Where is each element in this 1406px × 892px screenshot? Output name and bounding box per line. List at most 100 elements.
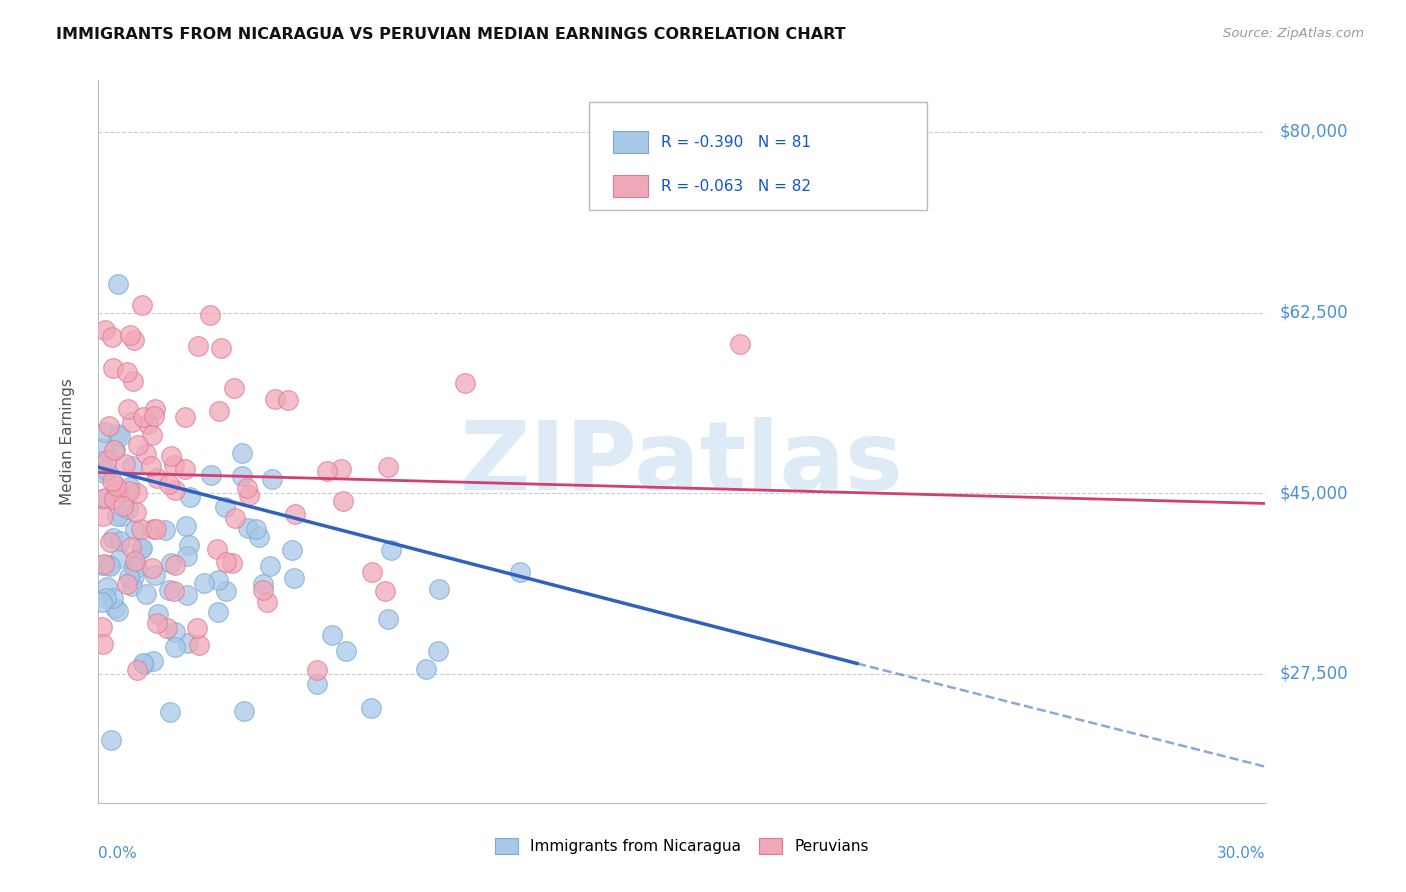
Point [174, 518, 197, 533]
Point [142, 522, 165, 536]
Point [145, 522, 167, 536]
Point [315, 464, 337, 478]
Point [209, 341, 232, 355]
Point [100, 733, 122, 747]
Point [163, 458, 186, 472]
Point [124, 523, 146, 537]
Point [200, 468, 222, 483]
Point [176, 588, 198, 602]
Point [157, 477, 180, 491]
Point [728, 337, 751, 351]
Point [332, 493, 354, 508]
Point [141, 428, 163, 442]
Point [132, 409, 155, 424]
Text: $62,500: $62,500 [1279, 303, 1348, 321]
Y-axis label: Median Earnings: Median Earnings [60, 378, 75, 505]
Point [236, 481, 259, 495]
Point [454, 376, 477, 391]
Point [117, 365, 139, 379]
Point [120, 541, 142, 555]
Point [173, 461, 195, 475]
Point [132, 656, 155, 670]
Point [118, 328, 141, 343]
Point [509, 565, 531, 579]
Point [93, 557, 115, 571]
Point [135, 587, 157, 601]
Point [179, 490, 201, 504]
Point [105, 484, 128, 499]
Point [231, 446, 253, 460]
Point [118, 569, 141, 583]
Point [142, 409, 165, 423]
Point [245, 522, 267, 536]
Point [96, 580, 118, 594]
Point [179, 538, 201, 552]
Point [263, 392, 285, 407]
Point [281, 543, 304, 558]
Point [262, 472, 284, 486]
Point [121, 374, 143, 388]
Point [259, 559, 281, 574]
Point [100, 558, 122, 573]
Point [91, 595, 114, 609]
Point [131, 542, 153, 557]
Point [125, 663, 148, 677]
Point [200, 308, 222, 322]
Point [121, 415, 143, 429]
Point [176, 549, 198, 564]
Point [157, 583, 180, 598]
Point [93, 509, 115, 524]
Point [107, 427, 129, 442]
Text: $45,000: $45,000 [1279, 484, 1348, 502]
Point [121, 459, 143, 474]
Point [380, 542, 402, 557]
Point [335, 644, 357, 658]
FancyBboxPatch shape [613, 176, 648, 197]
Point [103, 491, 125, 506]
Point [160, 449, 183, 463]
Point [236, 521, 259, 535]
Point [94, 425, 117, 439]
Point [111, 509, 134, 524]
Point [165, 558, 187, 573]
Point [165, 483, 187, 497]
Point [98, 534, 121, 549]
FancyBboxPatch shape [613, 131, 648, 153]
Point [122, 558, 145, 573]
Point [207, 574, 229, 588]
Point [107, 277, 129, 292]
Point [108, 550, 131, 565]
Point [252, 582, 274, 597]
Point [377, 612, 399, 626]
Point [135, 447, 157, 461]
FancyBboxPatch shape [589, 102, 927, 211]
Point [174, 410, 197, 425]
Point [193, 575, 215, 590]
Point [101, 474, 124, 488]
Point [177, 636, 200, 650]
Point [108, 428, 131, 442]
Point [131, 541, 153, 555]
Point [94, 591, 117, 605]
Point [222, 380, 245, 394]
Text: R = -0.390   N = 81: R = -0.390 N = 81 [661, 135, 811, 150]
Point [163, 640, 186, 655]
Point [247, 530, 270, 544]
Point [117, 502, 139, 516]
Point [121, 579, 143, 593]
Point [143, 568, 166, 582]
Text: R = -0.063   N = 82: R = -0.063 N = 82 [661, 178, 811, 194]
Point [256, 595, 278, 609]
Point [91, 454, 114, 468]
Point [145, 401, 167, 416]
Point [163, 584, 186, 599]
Point [117, 401, 139, 416]
Point [156, 621, 179, 635]
Text: 0.0%: 0.0% [98, 847, 138, 861]
Point [284, 507, 307, 521]
Point [142, 654, 165, 668]
Point [415, 662, 437, 676]
Point [146, 607, 169, 622]
Point [129, 522, 152, 536]
Point [165, 624, 187, 639]
